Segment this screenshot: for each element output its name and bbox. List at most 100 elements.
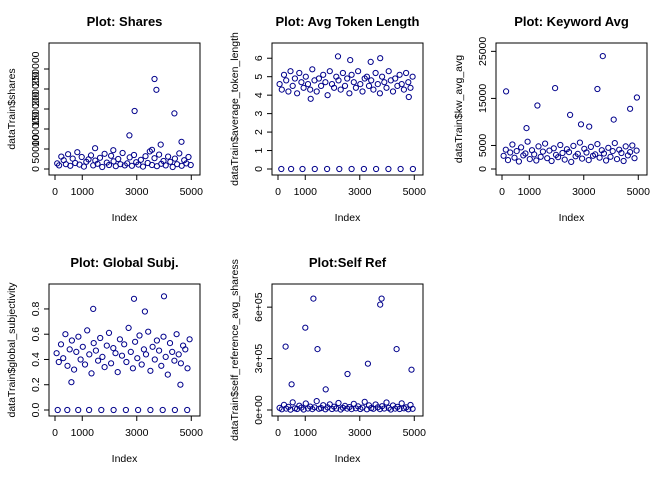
data-point [579, 155, 586, 162]
data-point [331, 84, 338, 91]
data-point [633, 94, 641, 101]
data-point [629, 142, 636, 149]
data-point [300, 84, 307, 91]
data-point [86, 406, 93, 414]
x-axis-label: Index [112, 453, 138, 465]
data-point [307, 95, 314, 102]
data-point [311, 165, 318, 173]
y-tick-label: 6 [253, 55, 265, 61]
data-point [605, 144, 612, 151]
data-point [552, 85, 559, 92]
data-point [151, 356, 158, 363]
y-tick-label: 3 [253, 111, 265, 117]
data-point [627, 105, 634, 112]
data-point [603, 157, 610, 164]
data-point [503, 88, 510, 95]
data-point [355, 68, 362, 75]
data-point [385, 68, 392, 75]
data-point [148, 146, 156, 153]
data-point [611, 140, 618, 147]
data-point [66, 346, 73, 353]
data-point [139, 163, 147, 170]
data-point [396, 405, 403, 413]
data-point [186, 336, 193, 343]
data-point [62, 331, 69, 338]
x-tick-label: 3000 [348, 186, 372, 198]
data-point [124, 160, 131, 167]
y-tick-label: 50000 [30, 134, 42, 163]
data-point [160, 293, 168, 300]
panel-title: Plot: Avg Token Length [276, 14, 420, 29]
data-point [149, 343, 156, 350]
data-point [377, 301, 384, 308]
y-tick-label: 5000 [477, 134, 489, 158]
data-point [79, 343, 86, 350]
data-point [127, 348, 134, 355]
x-tick-label: 0 [499, 186, 505, 198]
data-point [518, 144, 525, 151]
y-tick-label: 100000 [30, 111, 42, 146]
y-axis-label: dataTrain$shares [6, 68, 18, 149]
data-point [68, 379, 75, 386]
data-point [147, 406, 154, 414]
data-point [60, 355, 67, 362]
data-point [539, 148, 547, 155]
data-point [145, 328, 152, 335]
panel-3: Plot: Keyword Avg 0 1000 3000 5000 0 5000 15000… [453, 14, 650, 224]
y-axis-label: dataTrain$average_token_length [229, 32, 241, 186]
data-point [110, 406, 117, 414]
data-point [282, 343, 289, 350]
data-point [627, 149, 634, 156]
x-axis-label: Index [559, 212, 585, 224]
data-point [570, 142, 577, 149]
data-point [90, 305, 97, 312]
data-point [77, 356, 84, 363]
data-point [370, 86, 377, 93]
data-point [114, 369, 121, 376]
data-point [298, 79, 305, 86]
y-tick-label: 0e+00 [253, 395, 265, 425]
data-point [278, 86, 285, 93]
data-point [377, 55, 384, 62]
panel-title: Plot: Global Subj. [70, 255, 178, 270]
data-point [504, 157, 512, 164]
data-point [187, 161, 194, 169]
x-tick-label: 3000 [125, 427, 149, 439]
data-point [129, 365, 136, 372]
y-tick-label: 0.0 [30, 403, 42, 418]
data-point [99, 163, 106, 171]
data-point [586, 123, 593, 130]
panel-2: Plot: Avg Token Length 0 1000 3000 5000 0 1 2 3 4… [229, 14, 426, 224]
data-point [302, 73, 309, 80]
x-tick-label: 5000 [180, 427, 204, 439]
y-tick-label: 0.4 [30, 352, 42, 367]
data-point [160, 333, 167, 340]
y-tick-label: 4 [253, 92, 265, 98]
panel-5: Plot:Self Ref 0 1000 3000 5000 0e+00 3e+05 6e+0… [229, 255, 426, 465]
data-point [157, 141, 164, 148]
data-point [408, 366, 415, 373]
data-point [95, 357, 102, 364]
data-point [176, 150, 183, 157]
data-point [344, 75, 351, 82]
data-point [357, 81, 364, 88]
data-point [128, 162, 135, 169]
data-point [185, 153, 192, 161]
data-point [568, 158, 575, 165]
x-tick-label: 1000 [294, 186, 318, 198]
data-point [555, 154, 562, 161]
data-point [565, 149, 573, 156]
data-point [335, 399, 342, 407]
data-point [99, 353, 106, 360]
data-point [285, 88, 292, 95]
y-tick-label: 0.6 [30, 327, 42, 342]
data-point [173, 331, 180, 338]
data-point [67, 162, 74, 169]
data-point [110, 158, 117, 165]
x-tick-label: 0 [52, 186, 58, 198]
data-point [326, 68, 333, 75]
data-point [378, 295, 385, 302]
data-point [594, 141, 601, 148]
data-point [359, 88, 366, 95]
